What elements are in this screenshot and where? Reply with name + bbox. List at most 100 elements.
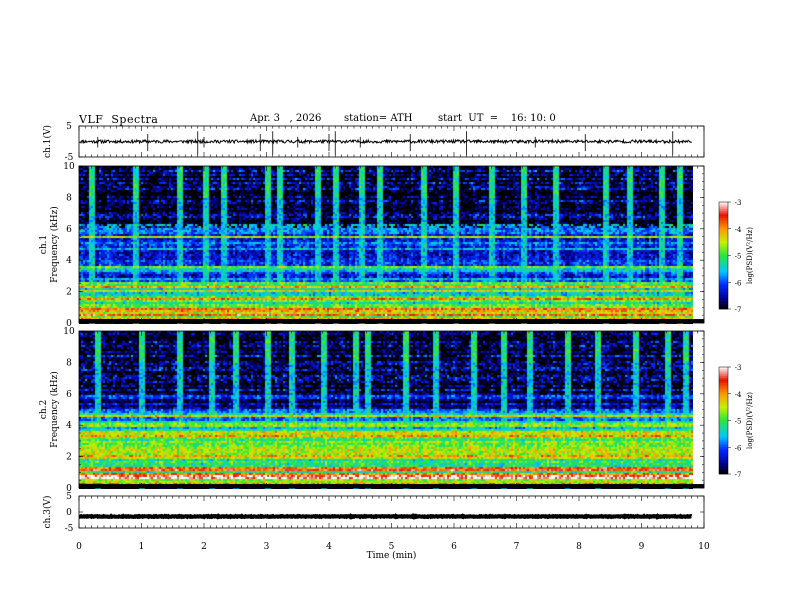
ch2-colorbar-step — [719, 468, 728, 471]
ch1-colorbar-step — [719, 301, 728, 304]
ch2-colorbar-step — [719, 454, 728, 457]
ch1-colorbar-step — [719, 289, 728, 292]
ch1-colorbar-step — [719, 243, 728, 246]
ch2-colorbar-step — [719, 418, 728, 421]
ch2-colorbar-step — [719, 420, 728, 423]
ch2-colorbar-step — [719, 436, 728, 439]
ch1-colorbar-step — [719, 241, 728, 244]
ch1-colorbar-step — [719, 210, 728, 213]
ch1-colorbar-step — [719, 202, 728, 205]
ch2-colorbar-tick-label: -7 — [735, 471, 742, 479]
ch1-colorbar-step — [719, 221, 728, 224]
ch1-channel-label: ch.1 — [39, 235, 49, 254]
ch2-colorbar-step — [719, 406, 728, 409]
time-tick-label: 0 — [76, 542, 82, 552]
ch2-y-tick-label: 4 — [66, 421, 72, 431]
ch2-colorbar-step — [719, 400, 728, 403]
ch1-colorbar-step — [719, 280, 728, 283]
ch2-colorbar-step — [719, 397, 728, 400]
ch1-colorbar-step — [719, 246, 728, 249]
ch1-colorbar-step — [719, 251, 728, 255]
ch1-colorbar-step — [719, 235, 728, 238]
ch1-colorbar-step — [719, 262, 728, 265]
ch2-colorbar-step — [719, 434, 728, 437]
ch1-y-label: Frequency (kHz) — [49, 206, 60, 283]
time-tick-label: 3 — [264, 542, 270, 552]
ch2-colorbar-step — [719, 377, 728, 380]
time-tick-label: 1 — [139, 542, 145, 552]
ch1-colorbar — [719, 202, 728, 310]
ch2-colorbar-step — [719, 440, 728, 443]
ch2-y-tick-label: 8 — [66, 358, 72, 368]
ch1-y-tick-label: 10 — [63, 162, 75, 172]
ch1-colorbar-step — [719, 226, 728, 230]
ch2-colorbar-step — [719, 395, 728, 398]
ch2-colorbar-step — [719, 443, 728, 446]
ch2-colorbar-step — [719, 432, 728, 436]
date-label: Apr. 3 , 2026 — [250, 113, 322, 124]
ch1-waveform-line — [78, 138, 692, 145]
ch1-colorbar-step — [719, 244, 728, 247]
ch1-y-label: ch.1(V) — [42, 125, 53, 158]
ch1-colorbar-step — [719, 285, 728, 288]
ch2-colorbar-step — [719, 368, 728, 371]
ch2-colorbar-step — [719, 459, 728, 462]
ch2-colorbar-tick-label: -6 — [735, 444, 742, 452]
ch2-colorbar-step — [719, 370, 728, 373]
ch1-y-tick-label: 4 — [66, 256, 72, 266]
ch2-colorbar-step — [719, 416, 728, 420]
ch2-y-tick-label: 0 — [66, 484, 72, 494]
ch1-colorbar-tick-label: -3 — [735, 199, 742, 207]
ch1-spectrogram-image — [79, 166, 693, 324]
ch2-colorbar-step — [719, 456, 728, 459]
ch1-colorbar-step — [719, 219, 728, 222]
ch1-colorbar-step — [719, 305, 728, 308]
ch1-colorbar-step — [719, 266, 728, 269]
ch1-colorbar-step — [719, 223, 728, 226]
ch1-colorbar-step — [719, 239, 728, 242]
ch2-colorbar-step — [719, 409, 728, 412]
ch1-y-tick-label: 6 — [66, 225, 72, 235]
ch1-colorbar-step — [719, 214, 728, 217]
ch2-colorbar-step — [719, 408, 728, 411]
ch2-colorbar-step — [719, 384, 728, 387]
ch2-colorbar — [719, 367, 728, 475]
time-tick-label: 10 — [698, 542, 710, 552]
ch1-colorbar-step — [719, 253, 728, 256]
ch2-colorbar-step — [719, 379, 728, 382]
ch1-colorbar-step — [719, 278, 728, 281]
time-tick-label: 5 — [389, 542, 395, 552]
ch1-colorbar-step — [719, 237, 728, 240]
plot-title: VLF Spectra — [79, 113, 159, 126]
ch2-colorbar-tick-label: -5 — [735, 418, 742, 426]
ch1-colorbar-step — [719, 218, 728, 221]
ch2-colorbar-step — [719, 450, 728, 453]
ch2-colorbar-step — [719, 431, 728, 434]
ch1-colorbar-tick-label: -6 — [735, 279, 742, 287]
ch2-y-tick-label: 2 — [66, 453, 72, 463]
ch1-colorbar-step — [719, 259, 728, 262]
ch1-colorbar-step — [719, 303, 728, 306]
ch2-colorbar-step — [719, 381, 728, 384]
ch1-colorbar-step — [719, 273, 728, 276]
ch2-colorbar-step — [719, 415, 728, 418]
ch2-colorbar-step — [719, 393, 728, 396]
ch1-colorbar-step — [719, 212, 728, 215]
ch1-colorbar-step — [719, 209, 728, 212]
ch2-colorbar-step — [719, 424, 728, 427]
ch1-colorbar-step — [719, 250, 728, 253]
ch1-colorbar-step — [719, 291, 728, 294]
ch2-colorbar-step — [719, 438, 728, 441]
ch2-colorbar-step — [719, 411, 728, 414]
ch2-colorbar-step — [719, 367, 728, 370]
ch1-colorbar-tick-label: -7 — [735, 306, 742, 314]
ch1-colorbar-step — [719, 276, 728, 279]
ch2-colorbar-step — [719, 449, 728, 452]
ch2-spectrogram-image — [79, 331, 693, 489]
ch2-colorbar-step — [719, 466, 728, 469]
ch2-colorbar-step — [719, 375, 728, 378]
ch1-y-tick-label: 2 — [66, 288, 72, 298]
time-tick-label: 4 — [326, 542, 332, 552]
ch1-colorbar-step — [719, 257, 728, 260]
ch1-colorbar-step — [719, 267, 728, 271]
